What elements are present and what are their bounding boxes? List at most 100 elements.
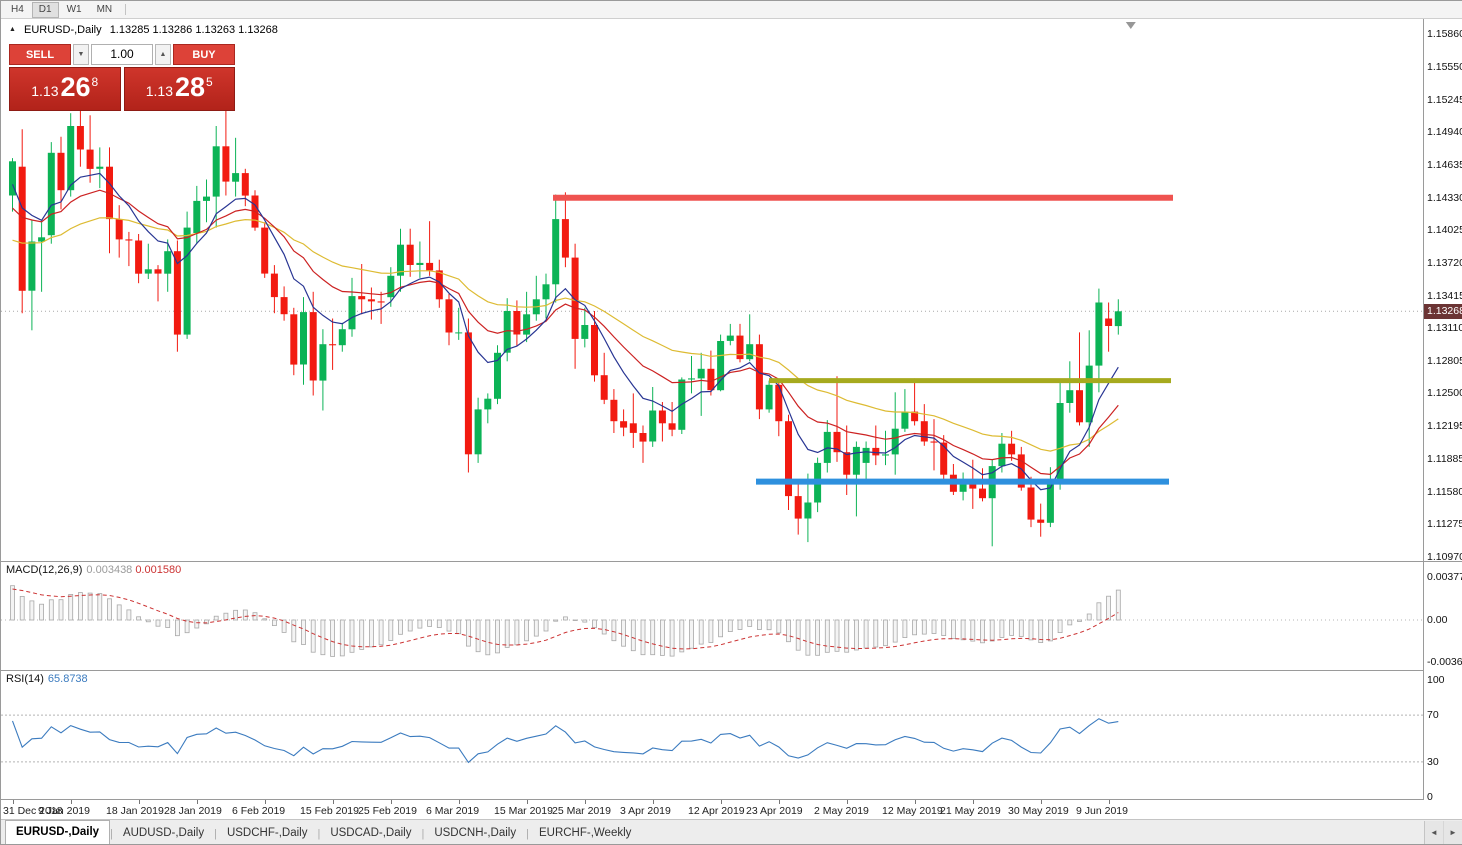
price-axis-label: 1.11580 <box>1427 486 1462 498</box>
price-axis-label: 1.15860 <box>1427 28 1462 40</box>
date-axis-label: 9 Jan 2019 <box>38 805 90 817</box>
chart-tab-usdcnh[interactable]: USDCNH-,Daily <box>434 827 517 839</box>
sell-price-point: 8 <box>91 75 99 89</box>
date-axis-label: 15 Mar 2019 <box>494 805 553 817</box>
timeframe-toolbar: H4 D1 W1 MN <box>1 1 1462 19</box>
chart-tabs: EURUSD-,Daily | AUDUSD-,Daily | USDCHF-,Dail… <box>1 820 641 844</box>
date-axis-tick <box>585 800 586 804</box>
current-price-badge: 1.13268 <box>1424 304 1462 319</box>
rsi-header: RSI(14) 65.8738 <box>6 673 88 685</box>
date-axis-tick <box>721 800 722 804</box>
macd-header: MACD(12,26,9) 0.003438 0.001580 <box>6 564 181 576</box>
timeframe-button-d1[interactable]: D1 <box>31 1 59 18</box>
chart-header: ▲ EURUSD-,Daily 1.13285 1.13286 1.13263 … <box>9 24 278 36</box>
macd-canvas[interactable] <box>1 562 1423 671</box>
tab-scrollbar: ◄ ► <box>1424 821 1462 844</box>
chart-shift-marker-icon <box>1125 22 1136 29</box>
chart-tab-usdcad[interactable]: USDCAD-,Daily <box>330 827 412 839</box>
rsi-panel[interactable]: RSI(14) 65.8738 100 70 30 0 <box>1 670 1462 800</box>
chart-tab-audusd[interactable]: AUDUSD-,Daily <box>122 827 205 839</box>
date-axis-label: 21 May 2019 <box>940 805 1001 817</box>
price-axis-label: 1.12805 <box>1427 355 1462 367</box>
date-axis-tick <box>1041 800 1042 804</box>
date-axis-label: 28 Jan 2019 <box>164 805 222 817</box>
chart-tab-eurchf[interactable]: EURCHF-,Weekly <box>538 827 632 839</box>
rsi-line <box>11 718 1119 764</box>
tab-divider: | <box>110 828 113 840</box>
date-axis-label: 15 Feb 2019 <box>300 805 359 817</box>
volume-increase-button[interactable]: ▲ <box>155 44 171 65</box>
date-axis-label: 6 Mar 2019 <box>426 805 480 817</box>
rsi-axis-label: 100 <box>1427 674 1445 686</box>
macd-signal-line <box>12 588 1119 650</box>
tab-divider: | <box>421 828 425 840</box>
price-axis[interactable]: 1.13268 1.15860 1.15550 1.15245 1.14940 1.14… <box>1423 18 1462 563</box>
rsi-canvas[interactable] <box>1 671 1423 800</box>
sell-button[interactable]: SELL <box>9 44 71 65</box>
date-axis-label: 25 Feb 2019 <box>358 805 417 817</box>
price-axis-label: 1.14635 <box>1427 159 1462 171</box>
chart-tab-eurusd[interactable]: EURUSD-,Daily <box>5 820 111 844</box>
date-axis-tick <box>527 800 528 804</box>
tabs-scroll-right-button[interactable]: ► <box>1444 821 1462 844</box>
date-axis-tick <box>333 800 334 804</box>
price-axis-label: 1.14025 <box>1427 224 1462 236</box>
tab-divider: | <box>214 828 217 840</box>
macd-histogram <box>10 585 1121 657</box>
price-axis-label: 1.14940 <box>1427 126 1462 138</box>
timeframe-button-h4[interactable]: H4 <box>11 3 24 15</box>
macd-axis-label: 0.00 <box>1427 614 1448 626</box>
macd-title: MACD(12,26,9) <box>6 564 83 576</box>
oct-collapse-icon[interactable]: ▲ <box>9 26 16 33</box>
price-axis-label: 1.13415 <box>1427 290 1462 302</box>
date-axis-label: 9 Jun 2019 <box>1076 805 1128 817</box>
chart-ohlc-values: 1.13285 1.13286 1.13263 1.13268 <box>109 24 278 36</box>
price-chart-canvas[interactable] <box>1 18 1423 561</box>
date-axis-tick <box>197 800 198 804</box>
buy-price-pips: 28 <box>175 72 206 102</box>
macd-main-value: 0.003438 <box>86 564 133 576</box>
volume-input[interactable]: 1.00 <box>91 44 153 65</box>
sell-price-base: 1.13 <box>31 83 59 99</box>
candlesticks <box>9 104 1122 547</box>
date-axis-tick <box>13 800 14 804</box>
date-axis-tick <box>915 800 916 804</box>
date-axis-label: 2 May 2019 <box>814 805 869 817</box>
volume-decrease-button[interactable]: ▼ <box>73 44 89 65</box>
chart-tab-bar: EURUSD-,Daily | AUDUSD-,Daily | USDCHF-,Dail… <box>1 819 1462 844</box>
price-axis-label: 1.11275 <box>1427 518 1462 530</box>
macd-axis-label: 0.003777 <box>1427 571 1462 583</box>
date-axis-label: 25 Mar 2019 <box>552 805 611 817</box>
sell-price-button[interactable]: 1.13 26 8 <box>9 67 121 111</box>
price-axis-label: 1.15550 <box>1427 61 1462 73</box>
buy-price-point: 5 <box>206 75 213 89</box>
rsi-axis: 100 70 30 0 <box>1423 671 1462 800</box>
timeframe-button-mn[interactable]: MN <box>96 3 113 15</box>
date-axis-label: 31 Dec 2018 <box>3 805 63 817</box>
date-axis-tick <box>847 800 848 804</box>
price-axis-label: 1.13110 <box>1427 322 1462 334</box>
price-axis-label: 1.12500 <box>1427 387 1462 399</box>
price-axis-label: 1.13720 <box>1427 257 1462 269</box>
buy-price-button[interactable]: 1.13 28 5 <box>123 67 235 111</box>
tabs-scroll-left-button[interactable]: ◄ <box>1425 821 1444 844</box>
date-axis-tick <box>1109 800 1110 804</box>
price-axis-label: 1.10970 <box>1427 551 1462 563</box>
timeframe-button-w1[interactable]: W1 <box>66 3 82 15</box>
price-axis-label: 1.14330 <box>1427 192 1462 204</box>
date-axis-label: 12 Apr 2019 <box>688 805 745 817</box>
date-axis-tick <box>391 800 392 804</box>
date-axis-tick <box>459 800 460 804</box>
chart-area[interactable]: ▲ EURUSD-,Daily 1.13285 1.13286 1.13263 … <box>1 18 1462 563</box>
price-axis-label: 1.15245 <box>1427 94 1462 106</box>
date-axis[interactable]: 31 Dec 2018 9 Jan 2019 18 Jan 2019 28 Jan 2… <box>1 799 1462 820</box>
chart-symbol-label: EURUSD-,Daily <box>24 24 102 36</box>
rsi-value: 65.8738 <box>47 673 88 685</box>
date-axis-tick <box>139 800 140 804</box>
date-axis-label: 30 May 2019 <box>1008 805 1069 817</box>
chart-tab-usdchf[interactable]: USDCHF-,Daily <box>226 827 308 839</box>
date-axis-tick <box>779 800 780 804</box>
buy-button[interactable]: BUY <box>173 44 235 65</box>
